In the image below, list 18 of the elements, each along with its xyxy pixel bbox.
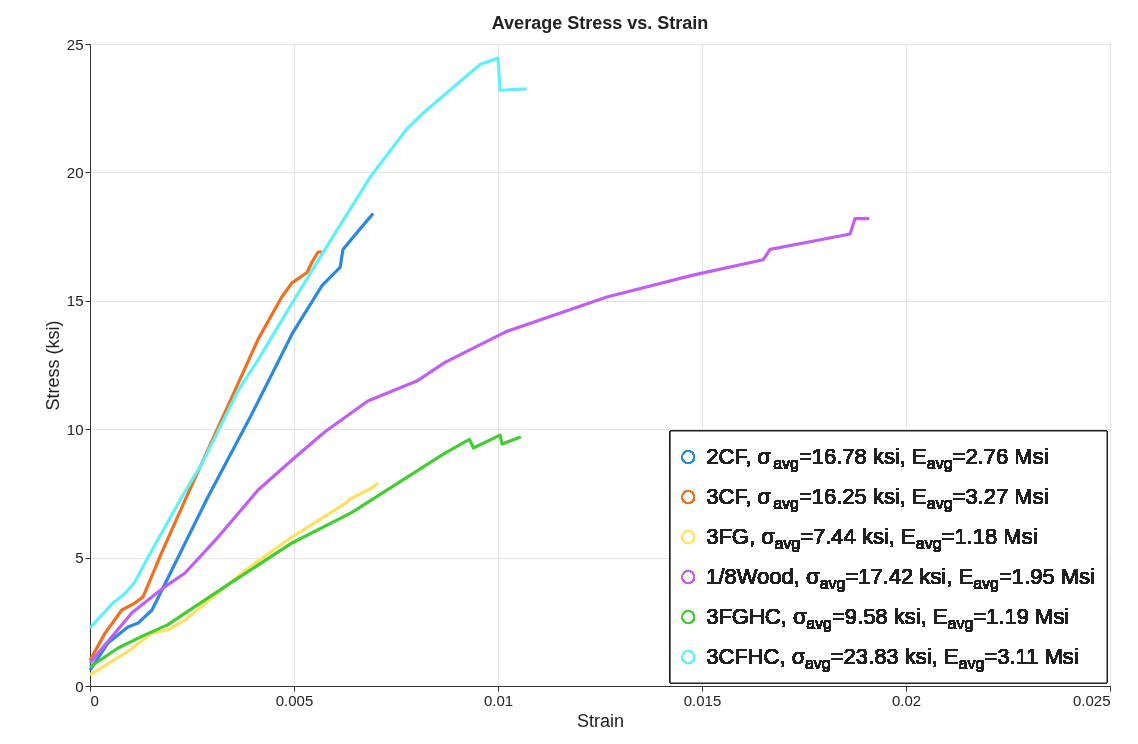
x-tick-label: 0.025 [1072,691,1111,709]
y-tick-label: 20 [66,163,84,181]
x-tick-label: 0 [90,691,99,709]
x-tick-label: 0.01 [483,691,514,709]
y-tick-label: 5 [75,549,84,567]
y-tick-label: 15 [66,292,84,310]
line-series [88,56,529,630]
x-tick-label: 0.02 [891,691,922,709]
line-series [88,433,523,669]
chart-title: Average Stress vs. Strain [491,13,709,33]
line-series [88,211,375,672]
y-tick-label: 0 [75,677,84,695]
y-tick-label: 25 [66,35,84,53]
x-tick-label: 0.015 [683,691,722,709]
x-axis-title: Strain [576,710,625,731]
y-axis-title: Stress (ksi) [42,320,63,411]
y-tick-label: 10 [66,420,84,438]
x-tick-label: 0.005 [275,691,314,709]
